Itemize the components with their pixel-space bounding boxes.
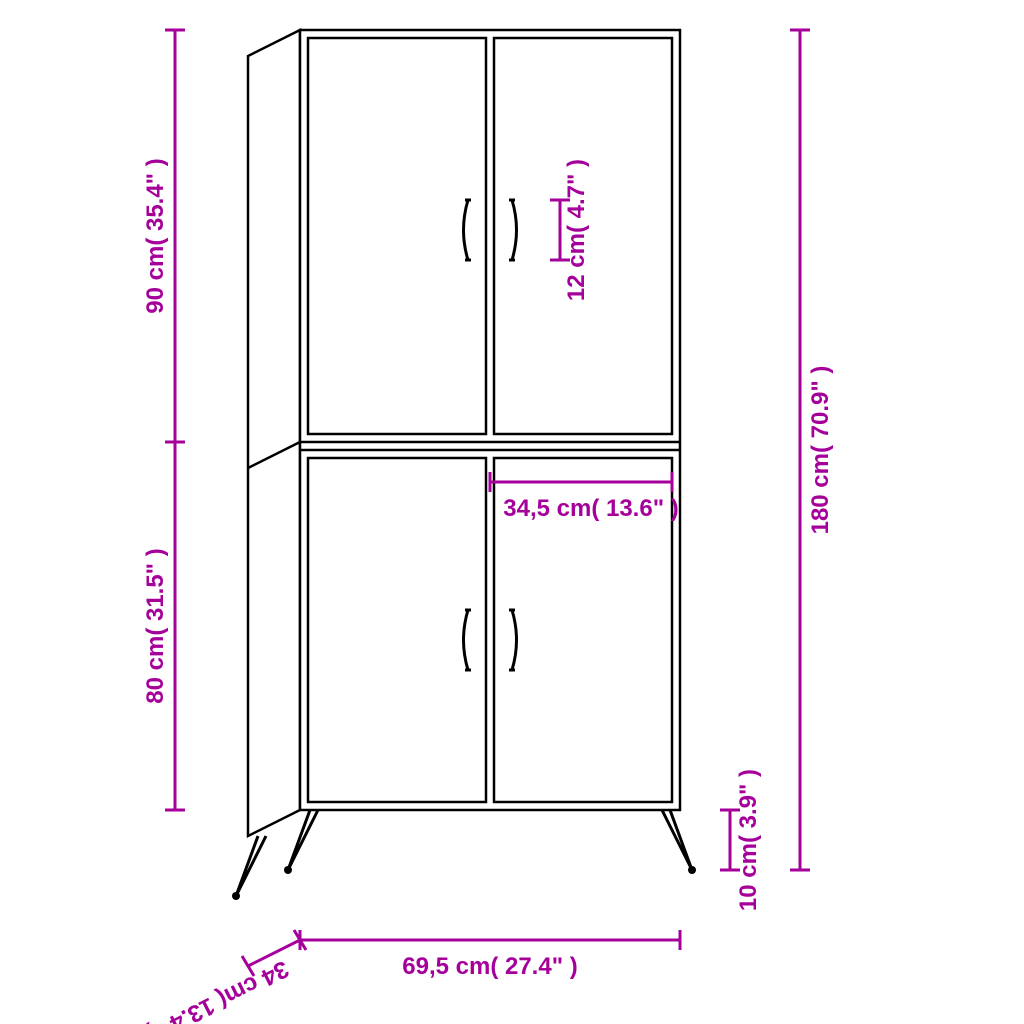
dim-door-half-label: 34,5 cm( 13.6" )	[503, 495, 678, 522]
dim-handle-height-label: 12 cm( 4.7" )	[563, 159, 590, 301]
cabinet-front-face	[300, 30, 680, 810]
dim-leg-height-label: 10 cm( 3.9" )	[735, 769, 762, 911]
cabinet-leg	[288, 810, 318, 870]
cabinet-leg	[662, 810, 692, 870]
dim-lower-height-label: 80 cm( 31.5" )	[142, 548, 169, 703]
dim-width-label: 69,5 cm( 27.4" )	[402, 953, 577, 980]
dim-depth-label: 34 cm( 13.4" )	[142, 955, 293, 1024]
cabinet-side-face	[248, 30, 300, 836]
dim-upper-height-label: 90 cm( 35.4" )	[142, 158, 169, 313]
dim-total-height-label: 180 cm( 70.9" )	[807, 366, 834, 535]
cabinet-leg	[236, 836, 266, 896]
